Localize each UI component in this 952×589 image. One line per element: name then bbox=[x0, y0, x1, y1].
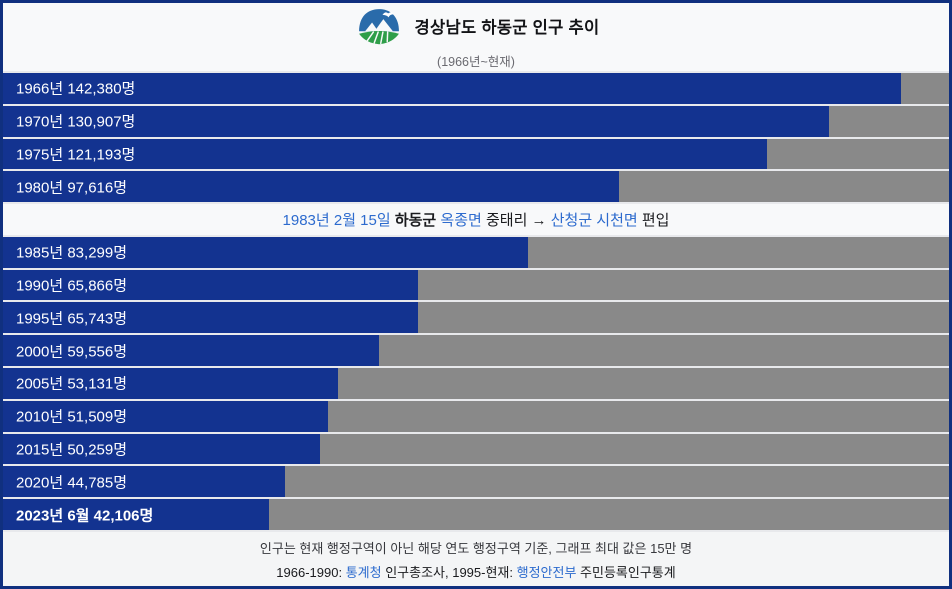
bar-row-1980: 1980년 97,616명 bbox=[3, 169, 949, 203]
bar-label: 1966년 142,380명 bbox=[16, 80, 136, 98]
bar-label: 1980년 97,616명 bbox=[16, 179, 128, 197]
footer-source-link-3[interactable]: 행정안전부 bbox=[516, 564, 577, 580]
bar-label: 2023년 6월 42,106명 bbox=[16, 507, 154, 525]
annotation-1983-link-4[interactable]: 옥종면 bbox=[440, 212, 482, 230]
footer-source-text-4: 주민등록인구통계 bbox=[576, 564, 676, 580]
bar-fill bbox=[3, 269, 419, 301]
footer-source-link-1[interactable]: 통계청 bbox=[345, 564, 382, 580]
bar-fill bbox=[3, 236, 529, 268]
chart-rows: 1966년 142,380명 1970년 130,907명 1975년 121,19… bbox=[3, 71, 949, 530]
bar-label: 1995년 65,743명 bbox=[16, 310, 128, 328]
bar-label: 1975년 121,193명 bbox=[16, 146, 136, 164]
footer-source-note: 1966-1990: 통계청 인구총조사, 1995-현재: 행정안전부 주민등… bbox=[276, 562, 675, 581]
annotation-1983-link-0[interactable]: 1983년 2월 15일 bbox=[282, 212, 391, 230]
title-row: 경상남도 하동군 인구 추이 bbox=[353, 4, 600, 48]
bar-fill bbox=[3, 400, 328, 432]
bar-row-1966: 1966년 142,380명 bbox=[3, 71, 949, 104]
bar-row-1995: 1995년 65,743명 bbox=[3, 300, 949, 334]
page-title: 경상남도 하동군 인구 추이 bbox=[414, 19, 600, 37]
bar-row-2005: 2005년 53,131명 bbox=[3, 366, 949, 399]
bar-fill bbox=[3, 73, 901, 104]
bar-label: 2010년 51,509명 bbox=[16, 408, 128, 426]
annotation-1983: 1983년 2월 15일 하동군 옥종면 중태리 → 산청군 시천면 편입 bbox=[3, 202, 949, 235]
bar-label: 2005년 53,131명 bbox=[16, 375, 128, 393]
bar-fill bbox=[3, 105, 829, 137]
annotation-1983-link-6[interactable]: 산청군 시천면 bbox=[550, 212, 638, 230]
bar-label: 1970년 130,907명 bbox=[16, 113, 136, 131]
chart-footer: 인구는 현재 행정구역이 아닌 해당 연도 행정구역 기준, 그래프 최대 값은… bbox=[3, 530, 949, 586]
bar-row-2015: 2015년 50,259명 bbox=[3, 431, 949, 465]
bar-label: 2000년 59,556명 bbox=[16, 343, 128, 361]
bar-row-1985: 1985년 83,299명 bbox=[3, 234, 949, 268]
bar-row-2020: 2020년 44,785명 bbox=[3, 464, 949, 498]
bar-label: 2020년 44,785명 bbox=[16, 474, 128, 492]
bar-row-2010: 2010년 51,509명 bbox=[3, 398, 949, 432]
bar-row-1990: 1990년 65,866명 bbox=[3, 267, 949, 301]
bar-fill bbox=[3, 171, 619, 203]
footer-basis-note: 인구는 현재 행정구역이 아닌 해당 연도 행정구역 기준, 그래프 최대 값은… bbox=[259, 540, 693, 556]
bar-label: 1985년 83,299명 bbox=[16, 244, 128, 262]
bar-row-1975: 1975년 121,193명 bbox=[3, 136, 949, 170]
bar-fill bbox=[3, 368, 339, 399]
footer-source-text-2: 인구총조사, 1995-현재: bbox=[381, 564, 517, 580]
footer-source-text-0: 1966-1990: bbox=[276, 564, 346, 580]
bar-row-1970: 1970년 130,907명 bbox=[3, 103, 949, 137]
bar-fill bbox=[3, 335, 379, 367]
bar-fill bbox=[3, 302, 418, 334]
hadong-county-emblem-icon bbox=[358, 9, 399, 45]
annotation-1983-text-5: 중태리 → bbox=[481, 212, 551, 230]
annotation-1983-text-2: 하동군 bbox=[394, 212, 437, 230]
bar-fill bbox=[3, 499, 269, 530]
chart-header: 경상남도 하동군 인구 추이 (1966년~현재) bbox=[3, 3, 949, 71]
bar-row-2000: 2000년 59,556명 bbox=[3, 333, 949, 367]
annotation-1983-text-7: 편입 bbox=[637, 212, 670, 230]
chart-subtitle: (1966년~현재) bbox=[437, 55, 515, 69]
bar-fill bbox=[3, 433, 320, 465]
bar-row-20236: 2023년 6월 42,106명 bbox=[3, 497, 949, 530]
bar-label: 2015년 50,259명 bbox=[16, 441, 128, 459]
bar-fill bbox=[3, 138, 768, 170]
bar-label: 1990년 65,866명 bbox=[16, 277, 128, 295]
bar-fill bbox=[3, 466, 286, 498]
